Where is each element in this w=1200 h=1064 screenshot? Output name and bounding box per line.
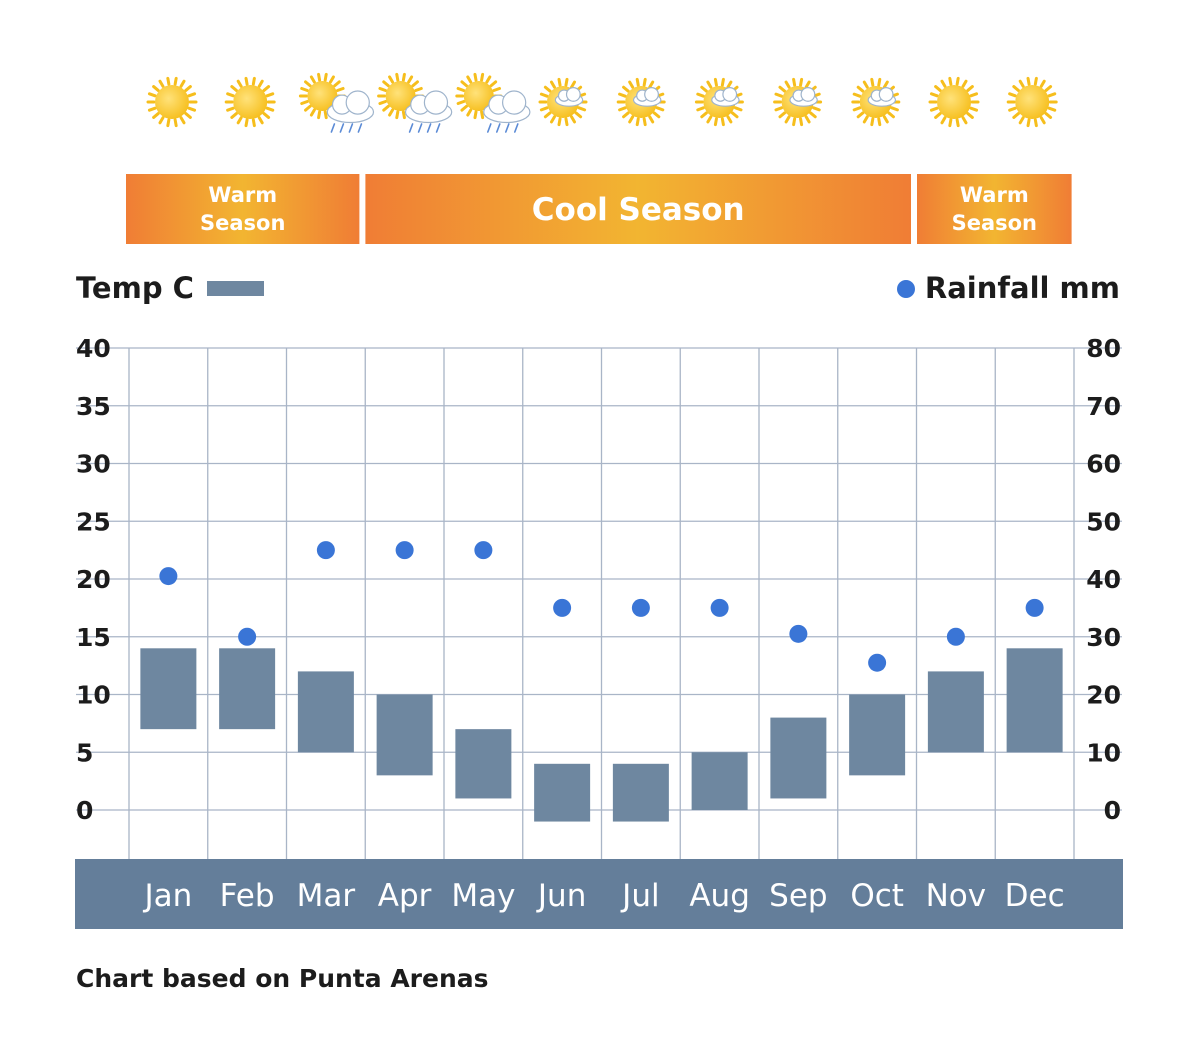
left-tick-label: 15 [76,623,111,652]
left-tick-label: 40 [76,334,111,363]
rain-dot-jul [631,598,650,617]
month-label: Jan [142,878,192,914]
sun-cloud-icon [773,77,823,127]
month-label: May [451,878,515,914]
season-label: Warm [208,183,277,207]
sun-icon [928,76,980,128]
season-block: Cool Season [365,174,911,244]
left-tick-label: 5 [76,738,93,767]
month-label: Aug [689,878,750,914]
right-axis-ticks: 80 70 60 50 40 30 20 10 0 [1086,334,1121,825]
right-tick-label: 30 [1086,623,1121,652]
right-tick-label: 0 [1104,796,1121,825]
month-label: Feb [220,878,275,914]
month-label: Jun [536,878,586,914]
sun-rain-cloud-icon [377,72,453,133]
legend: Temp C Rainfall mm [76,271,1120,305]
rain-dot-jan [159,567,178,586]
legend-rain-label: Rainfall mm [925,271,1120,305]
right-tick-label: 20 [1086,681,1121,710]
left-tick-label: 25 [76,507,111,536]
rain-dot-feb [238,627,257,646]
plot-grid [76,347,1122,859]
rain-dot-may [474,541,493,560]
month-label: Nov [926,878,987,914]
rain-dot-dec [1025,598,1044,617]
sun-icon [1006,76,1058,128]
temp-bar-may [455,729,512,799]
season-block: Warm Season [917,174,1072,244]
rain-dot-aug [710,598,729,617]
left-tick-label: 35 [76,392,111,421]
temp-bar-mar [297,671,354,753]
sun-cloud-icon [851,77,901,127]
right-tick-label: 50 [1086,507,1121,536]
sun-icon [146,76,198,128]
right-tick-label: 10 [1086,738,1121,767]
legend-temp-swatch [207,281,264,296]
right-tick-label: 70 [1086,392,1121,421]
season-label: Season [952,211,1037,235]
temp-bar-feb [219,648,276,730]
temp-bar-aug [691,752,748,810]
weather-icons-row [146,72,1058,133]
legend-rain-dot [897,280,915,298]
rain-dot-jun [553,598,572,617]
right-tick-label: 40 [1086,565,1121,594]
season-block: Warm Season [126,174,360,244]
month-labels: Jan Feb Mar Apr May Jun Jul Aug Sep Oct Nov Dec [142,878,1064,914]
sun-rain-cloud-icon [455,72,531,133]
season-block-bg [126,174,360,244]
left-tick-label: 10 [76,681,111,710]
sun-cloud-icon [616,77,666,127]
month-label: Dec [1005,878,1065,914]
sun-icon [224,76,276,128]
rain-dot-nov [946,627,965,646]
rain-dot-oct [868,653,887,672]
month-label: Sep [769,878,827,914]
temp-bar-sep [770,717,827,799]
season-label: Cool Season [532,192,745,228]
season-label: Season [200,211,285,235]
temp-bar-jan [140,648,197,730]
rain-dot-sep [789,624,808,643]
temp-bar-jun [534,763,591,822]
right-tick-label: 80 [1086,334,1121,363]
left-tick-label: 0 [76,796,93,825]
sun-cloud-icon [538,77,588,127]
season-band: Warm Season Cool Season Warm Season [126,174,1072,244]
month-label: Jul [620,878,659,914]
season-label: Warm [960,183,1029,207]
month-label: Oct [850,878,904,914]
season-block-bg [917,174,1072,244]
temperature-bars [140,648,1063,822]
legend-temp-label: Temp C [76,271,194,305]
temp-bar-jul [612,763,669,822]
month-band [75,859,1123,929]
temp-bar-nov [927,671,984,753]
month-label: Apr [378,878,432,914]
temp-bar-dec [1006,648,1063,753]
sun-cloud-icon [694,77,744,127]
rain-dot-mar [316,541,335,560]
sun-rain-cloud-icon [298,72,375,133]
rain-dot-apr [395,541,414,560]
season-block-bg [365,174,911,244]
footnote: Chart based on Punta Arenas [76,964,489,993]
left-tick-label: 30 [76,450,111,479]
temp-bar-oct [849,694,906,776]
left-tick-label: 20 [76,565,111,594]
rainfall-dots [159,541,1044,672]
temp-bar-apr [376,694,433,776]
month-label: Mar [297,878,356,914]
left-axis-ticks: 40 35 30 25 20 15 10 5 0 [76,334,111,825]
right-tick-label: 60 [1086,450,1121,479]
